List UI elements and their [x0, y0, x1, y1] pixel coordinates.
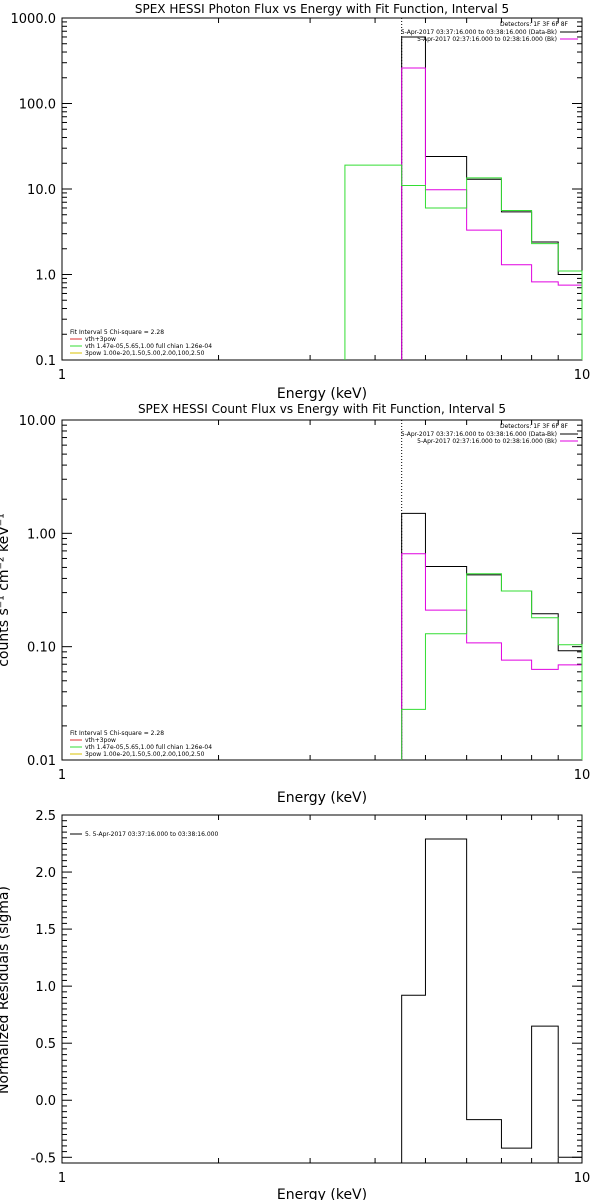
residuals-legend: 5. 5-Apr-2017 03:37:16.000 to 03:38:16.0…	[70, 831, 218, 838]
count-flux-xlabel: Energy (keV)	[277, 790, 367, 806]
y-tick-label: 0.5	[35, 1037, 56, 1052]
count-flux-series	[401, 420, 583, 760]
legend-fit-header: Fit Interval 5 Chi-square = 2.28	[70, 329, 164, 336]
photon-flux-xlabel: Energy (keV)	[277, 386, 367, 402]
legend-data-bk-label: 5-Apr-2017 03:37:16.000 to 03:38:16.000 …	[401, 431, 557, 438]
photon-flux-plot-frame	[61, 17, 583, 361]
legend-fit-vth-label: vth 1.47e-05,5.65,1.00 full chian 1.26e-…	[85, 343, 212, 350]
residuals-series	[401, 838, 583, 1163]
legend-fit-vth-label: vth 1.47e-05,5.65,1.00 full chian 1.26e-…	[85, 744, 212, 751]
count-flux-legend-detectors: Detectors: 1F 3F 6F 8F 5-Apr-2017 03:37:…	[401, 423, 578, 445]
count-flux-plot-frame	[61, 419, 583, 761]
series-step-line-0	[401, 36, 583, 360]
legend-fit-3pow-label: 3pow 1.00e-20,1.50,5.00,2.00,100,2.50	[85, 751, 205, 758]
y-tick-label: 0.1	[35, 354, 56, 369]
y-tick-label: 100.0	[19, 98, 56, 113]
y-tick-label: 0.01	[27, 754, 56, 769]
x-tick-label: 1	[58, 1171, 66, 1186]
count-flux-legend-fit: Fit Interval 5 Chi-square = 2.28 vth+3po…	[70, 730, 212, 758]
photon-flux-panel: SPEX HESSI Photon Flux vs Energy with Fi…	[11, 2, 591, 402]
photon-flux-series	[344, 18, 583, 360]
y-tick-label: 1.0	[35, 980, 56, 995]
photon-flux-legend-detectors: Detectors: 1F 3F 6F 8F 5-Apr-2017 03:37:…	[401, 21, 578, 43]
residuals-xlabel: Energy (keV)	[277, 1187, 367, 1200]
y-tick-label: 1.5	[35, 923, 56, 938]
x-tick-label: 10	[574, 1171, 591, 1186]
count-flux-panel: SPEX HESSI Count Flux vs Energy with Fit…	[0, 402, 590, 806]
photon-flux-ticks: 1 10 0.1 1.0 10.0 100.0 1000.0	[11, 12, 591, 383]
y-tick-label: 0.0	[35, 1094, 56, 1109]
legend-data-bk-label: 5-Apr-2017 03:37:16.000 to 03:38:16.000 …	[401, 29, 557, 36]
y-tick-label: -0.5	[31, 1151, 56, 1166]
legend-fit-total-label: vth+3pow	[85, 737, 116, 744]
x-tick-label: 1	[58, 768, 66, 783]
series-step-line-2	[401, 573, 583, 760]
count-flux-ticks: 1 10 0.01 0.10 1.00 10.00	[19, 414, 590, 783]
series-step-line-2	[344, 164, 583, 360]
series-step-line-0	[401, 512, 583, 760]
residuals-ylabel: Normalized Residuals (sigma)	[0, 886, 12, 1094]
photon-flux-legend-fit: Fit Interval 5 Chi-square = 2.28 vth+3po…	[70, 329, 212, 357]
legend-detectors-header: Detectors: 1F 3F 6F 8F	[500, 21, 569, 28]
residuals-panel: Energy (keV) Normalized Residuals (sigma…	[0, 809, 590, 1200]
count-flux-ylabel: counts s⁻¹ cm⁻² keV⁻¹	[0, 513, 12, 667]
legend-bk-label: 5-Apr-2017 02:37:16.000 to 02:38:16.000 …	[417, 438, 557, 445]
legend-fit-total-label: vth+3pow	[85, 336, 116, 343]
x-tick-label: 10	[574, 768, 591, 783]
y-tick-label: 2.5	[35, 809, 56, 824]
x-tick-label: 10	[574, 368, 591, 383]
y-tick-label: 1.00	[27, 527, 56, 542]
y-tick-label: 10.0	[27, 183, 56, 198]
y-tick-label: 2.0	[35, 866, 56, 881]
y-tick-label: 1.0	[35, 269, 56, 284]
y-tick-label: 0.10	[27, 641, 56, 656]
series-step-line-0	[401, 838, 583, 1163]
photon-flux-title: SPEX HESSI Photon Flux vs Energy with Fi…	[135, 2, 509, 16]
series-step-line-1	[401, 67, 583, 360]
legend-residual-label: 5. 5-Apr-2017 03:37:16.000 to 03:38:16.0…	[85, 831, 218, 838]
count-flux-title: SPEX HESSI Count Flux vs Energy with Fit…	[138, 402, 506, 416]
residuals-plot-frame	[61, 814, 583, 1164]
legend-detectors-header: Detectors: 1F 3F 6F 8F	[500, 423, 569, 430]
x-tick-label: 1	[58, 368, 66, 383]
y-tick-label: 1000.0	[11, 12, 57, 27]
legend-fit-3pow-label: 3pow 1.00e-20,1.50,5.00,2.00,100,2.50	[85, 350, 205, 357]
legend-fit-header: Fit Interval 5 Chi-square = 2.28	[70, 730, 164, 737]
series-step-line-1	[401, 553, 583, 760]
legend-bk-label: 5-Apr-2017 02:37:16.000 to 02:38:16.000 …	[417, 36, 557, 43]
y-tick-label: 10.00	[19, 414, 56, 429]
residuals-ticks: 1 10 -0.5 0.0 0.5 1.0 1.5 2.0 2.5	[31, 809, 591, 1186]
